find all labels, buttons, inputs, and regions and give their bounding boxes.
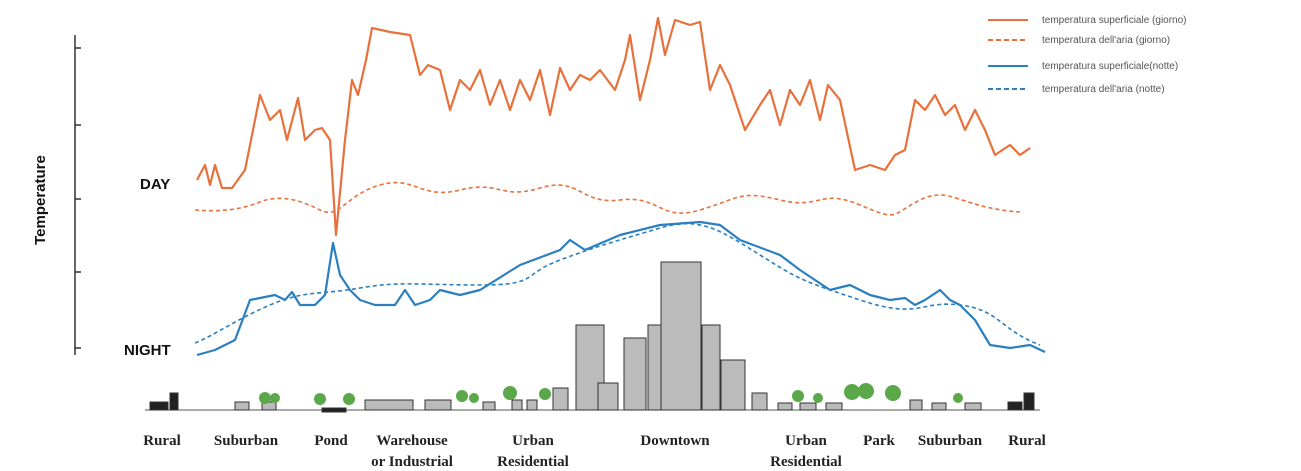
zone-label: or Industrial <box>371 454 453 470</box>
zone-label: Park <box>863 433 895 449</box>
zone-label: Suburban <box>214 433 279 449</box>
legend: temperatura superficiale (giorno) temper… <box>988 15 1187 95</box>
trees <box>259 383 963 405</box>
zone-label: Warehouse <box>376 433 448 449</box>
legend-label: temperatura dell'aria (notte) <box>1042 84 1165 95</box>
night-surface-line <box>196 220 1046 357</box>
y-axis-label: Temperature <box>32 155 49 245</box>
day-surface-line <box>196 16 1031 237</box>
legend-label: temperatura dell'aria (giorno) <box>1042 35 1170 46</box>
zone-label: Downtown <box>640 433 710 449</box>
axis <box>74 35 81 355</box>
zone-label: Urban <box>512 433 554 449</box>
zone-labels: Rural Suburban Pond Warehouse or Industrial U… <box>143 433 1046 470</box>
zone-label: Suburban <box>918 433 983 449</box>
zone-label: Rural <box>143 433 181 449</box>
legend-label: temperatura superficiale(notte) <box>1042 61 1178 72</box>
skyline <box>145 261 1040 413</box>
legend-label: temperatura superficiale (giorno) <box>1042 15 1187 26</box>
zone-label: Residential <box>497 454 569 470</box>
zone-label: Residential <box>770 454 842 470</box>
day-label: DAY <box>140 176 170 193</box>
day-air-line <box>194 181 1021 216</box>
zone-label: Pond <box>314 433 348 449</box>
night-air-line <box>194 222 1041 346</box>
night-label: NIGHT <box>124 342 171 359</box>
zone-label: Rural <box>1008 433 1046 449</box>
curves <box>194 16 1046 357</box>
zone-label: Urban <box>785 433 827 449</box>
